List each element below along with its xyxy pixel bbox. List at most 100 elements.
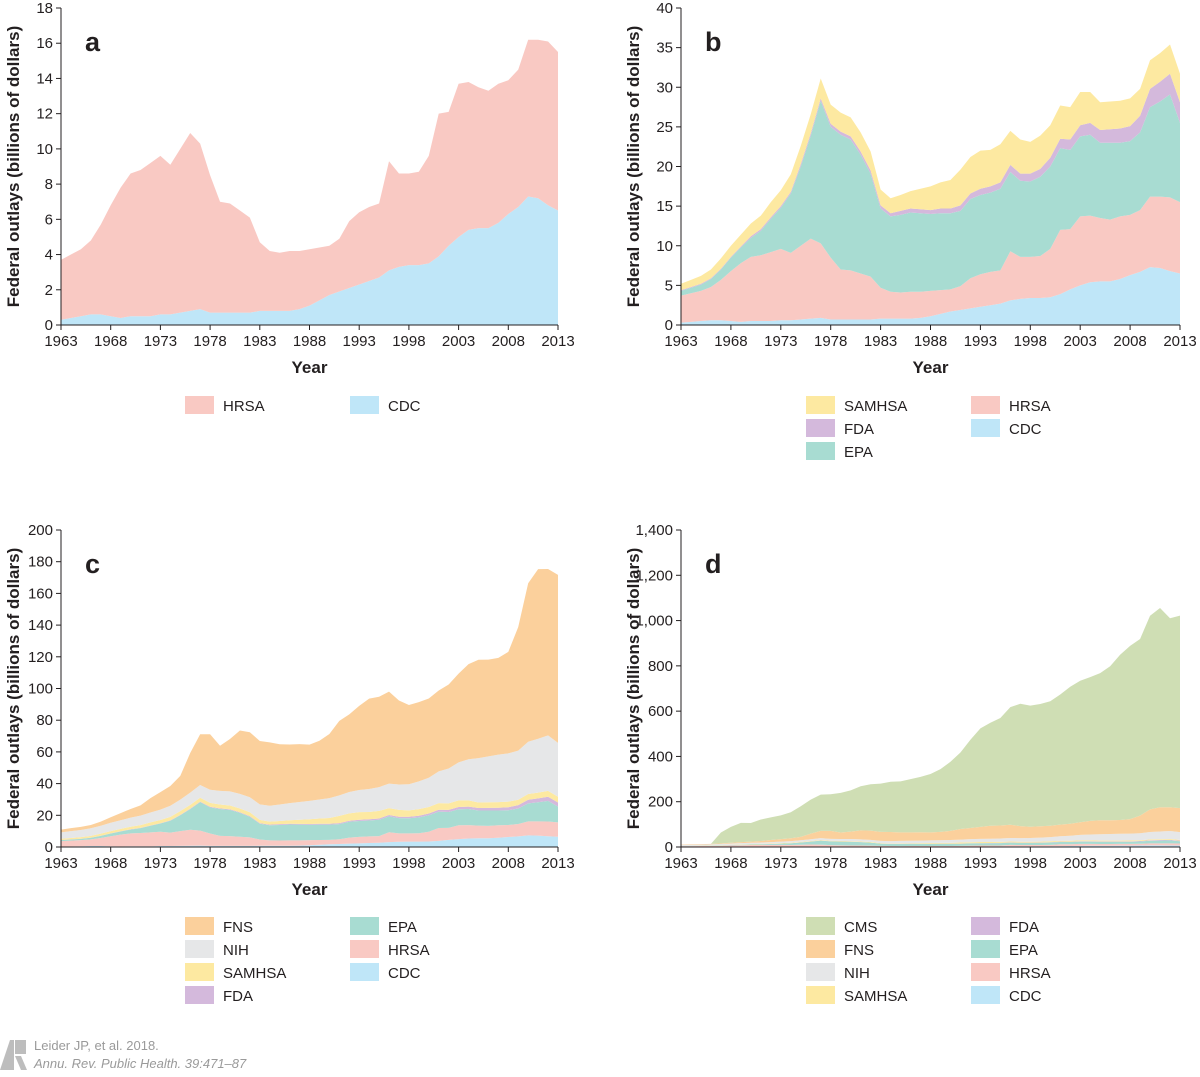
y-tick-label: 0 [665, 317, 673, 334]
y-tick-label: 160 [28, 585, 53, 602]
y-tick-label: 0 [45, 839, 53, 856]
legend-swatch [971, 986, 1000, 1004]
x-tick-label: 1978 [814, 855, 847, 872]
citation-text: Leider JP, et al. 2018. [34, 1038, 159, 1053]
legend-swatch [971, 396, 1000, 414]
legend-label: FDA [223, 988, 253, 1005]
x-tick-label: 1993 [343, 855, 376, 872]
x-axis-title: Year [913, 880, 949, 899]
legend-swatch [350, 940, 379, 958]
legend-label: HRSA [223, 398, 265, 415]
x-tick-label: 2003 [442, 855, 475, 872]
x-tick-label: 1978 [814, 333, 847, 350]
legend-swatch [806, 940, 835, 958]
legend-item-hrsa: HRSA [185, 396, 265, 415]
x-tick-label: 1998 [392, 855, 425, 872]
legend-item-nih: NIH [806, 963, 870, 982]
legend: FNS NIH SAMHSA FDA EPA HRSA CDC [185, 917, 430, 1005]
legend-swatch [350, 917, 379, 935]
chart-panel-d: 0 200 400 600 800 1,000 1,200 1,400 1963 1968 1973… [624, 522, 1197, 1005]
x-tick-label: 1998 [1014, 855, 1047, 872]
area-series-cdc [61, 835, 558, 847]
legend-swatch [806, 442, 835, 460]
x-tick-label: 1983 [864, 855, 897, 872]
legend: HRSA CDC [185, 396, 421, 415]
chart-panel-c: 0 20 40 60 80 100 120 140 160 180 200 1963 1968 1973 1… [4, 522, 575, 1005]
y-tick-label: 60 [36, 744, 53, 761]
y-tick-label: 120 [28, 649, 53, 666]
area-series-epa [681, 94, 1180, 296]
x-tick-label: 1993 [343, 333, 376, 350]
x-tick-label: 2008 [492, 333, 525, 350]
y-tick-label: 600 [648, 703, 673, 720]
x-tick-label: 1968 [714, 855, 747, 872]
x-tick-label: 2008 [492, 855, 525, 872]
y-axis-title: Federal outlays (billions of dollars) [624, 548, 643, 830]
y-tick-label: 0 [665, 839, 673, 856]
y-tick-label: 40 [656, 0, 673, 17]
x-tick-label: 1998 [392, 333, 425, 350]
x-tick-label: 1983 [243, 855, 276, 872]
legend-label: EPA [388, 919, 417, 936]
legend-label: HRSA [388, 942, 430, 959]
y-tick-label: 100 [28, 681, 53, 698]
x-tick-label: 1988 [293, 855, 326, 872]
legend-label: EPA [1009, 942, 1038, 959]
legend-item-cdc: CDC [350, 396, 421, 415]
legend-item-fns: FNS [185, 917, 253, 936]
legend-swatch [806, 396, 835, 414]
legend-label: CDC [388, 398, 421, 415]
legend-swatch [350, 963, 379, 981]
y-tick-label: 12 [36, 106, 53, 123]
y-axis-title: Federal outlays (billions of dollars) [624, 26, 643, 308]
area-series-cdc [681, 267, 1180, 325]
y-tick-label: 80 [36, 712, 53, 729]
x-tick-label: 1963 [44, 333, 77, 350]
panel-label: c [85, 549, 100, 579]
x-tick-label: 1973 [144, 855, 177, 872]
x-tick-label: 1983 [864, 333, 897, 350]
x-tick-label: 1973 [764, 333, 797, 350]
y-tick-label: 25 [656, 119, 673, 136]
y-tick-label: 8 [45, 176, 53, 193]
x-tick-label: 1968 [714, 333, 747, 350]
legend-swatch [185, 396, 214, 414]
area-series-nih [681, 831, 1180, 846]
legend-label: FNS [223, 919, 253, 936]
legend-swatch [971, 419, 1000, 437]
legend-label: SAMHSA [844, 988, 907, 1005]
y-tick-label: 2 [45, 282, 53, 299]
legend-swatch [185, 940, 214, 958]
x-tick-label: 2013 [1163, 855, 1196, 872]
panel-label: d [705, 549, 722, 579]
legend-item-samhsa: SAMHSA [806, 396, 907, 415]
x-tick-label: 2008 [1113, 855, 1146, 872]
area-series-fns [61, 568, 558, 833]
legend-label: FDA [1009, 919, 1039, 936]
panel-label: a [85, 27, 101, 57]
x-tick-label: 1993 [964, 333, 997, 350]
journal-text: Annu. Rev. Public Health. 39:471–87 [34, 1056, 247, 1071]
legend-item-samhsa: SAMHSA [185, 963, 286, 982]
x-tick-label: 2008 [1113, 333, 1146, 350]
x-tick-label: 2003 [1064, 333, 1097, 350]
legend-item-hrsa: HRSA [350, 940, 430, 959]
x-tick-label: 2013 [541, 855, 574, 872]
y-tick-label: 15 [656, 198, 673, 215]
legend-label: SAMHSA [223, 965, 286, 982]
chart-panel-a: 0 2 4 6 8 10 12 14 16 18 1963 1968 1973 1978 1983 1988 1… [4, 0, 575, 415]
area-series-hrsa [681, 196, 1180, 323]
legend-swatch [185, 917, 214, 935]
legend-swatch [806, 419, 835, 437]
y-tick-label: 1,400 [635, 522, 673, 539]
area-series-fns [681, 807, 1180, 845]
legend-item-cms: CMS [806, 917, 877, 936]
legend-swatch [971, 940, 1000, 958]
area-series-epa [61, 800, 558, 842]
y-tick-label: 30 [656, 79, 673, 96]
y-tick-label: 800 [648, 658, 673, 675]
legend-item-cdc: CDC [350, 963, 421, 982]
y-axis-title: Federal outlays (billions of dollars) [4, 548, 23, 830]
legend-item-epa: EPA [971, 940, 1038, 959]
legend: CMS FNS NIH SAMHSA FDA EPA HRSA CDC [806, 917, 1051, 1005]
